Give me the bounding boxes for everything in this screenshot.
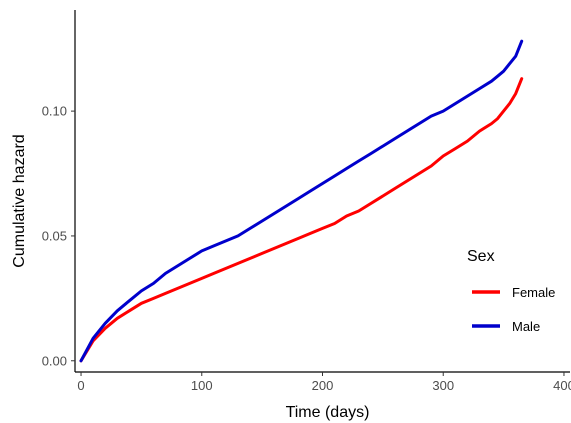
x-axis-ticks: 0 100 200 300 400 — [77, 372, 571, 393]
legend-label-female: Female — [512, 285, 555, 300]
x-tick-label: 100 — [191, 378, 213, 393]
y-tick-label: 0.00 — [42, 353, 67, 368]
legend-label-male: Male — [512, 319, 540, 334]
y-tick-label: 0.05 — [42, 228, 67, 243]
x-tick-label: 400 — [553, 378, 571, 393]
x-tick-label: 300 — [432, 378, 454, 393]
axes — [74, 10, 570, 373]
plot-area — [79, 39, 524, 363]
x-tick-label: 0 — [77, 378, 84, 393]
legend: Sex Female Male — [467, 248, 555, 334]
y-axis-ticks: 0.00 0.05 0.10 — [42, 104, 75, 368]
x-axis-title: Time (days) — [286, 404, 370, 421]
series-line-male — [79, 39, 524, 363]
legend-items: Female Male — [472, 285, 555, 334]
series-line-female — [79, 77, 524, 363]
legend-title: Sex — [467, 248, 495, 265]
y-axis-title: Cumulative hazard — [11, 134, 28, 267]
x-tick-label: 200 — [312, 378, 334, 393]
y-tick-label: 0.10 — [42, 104, 67, 119]
